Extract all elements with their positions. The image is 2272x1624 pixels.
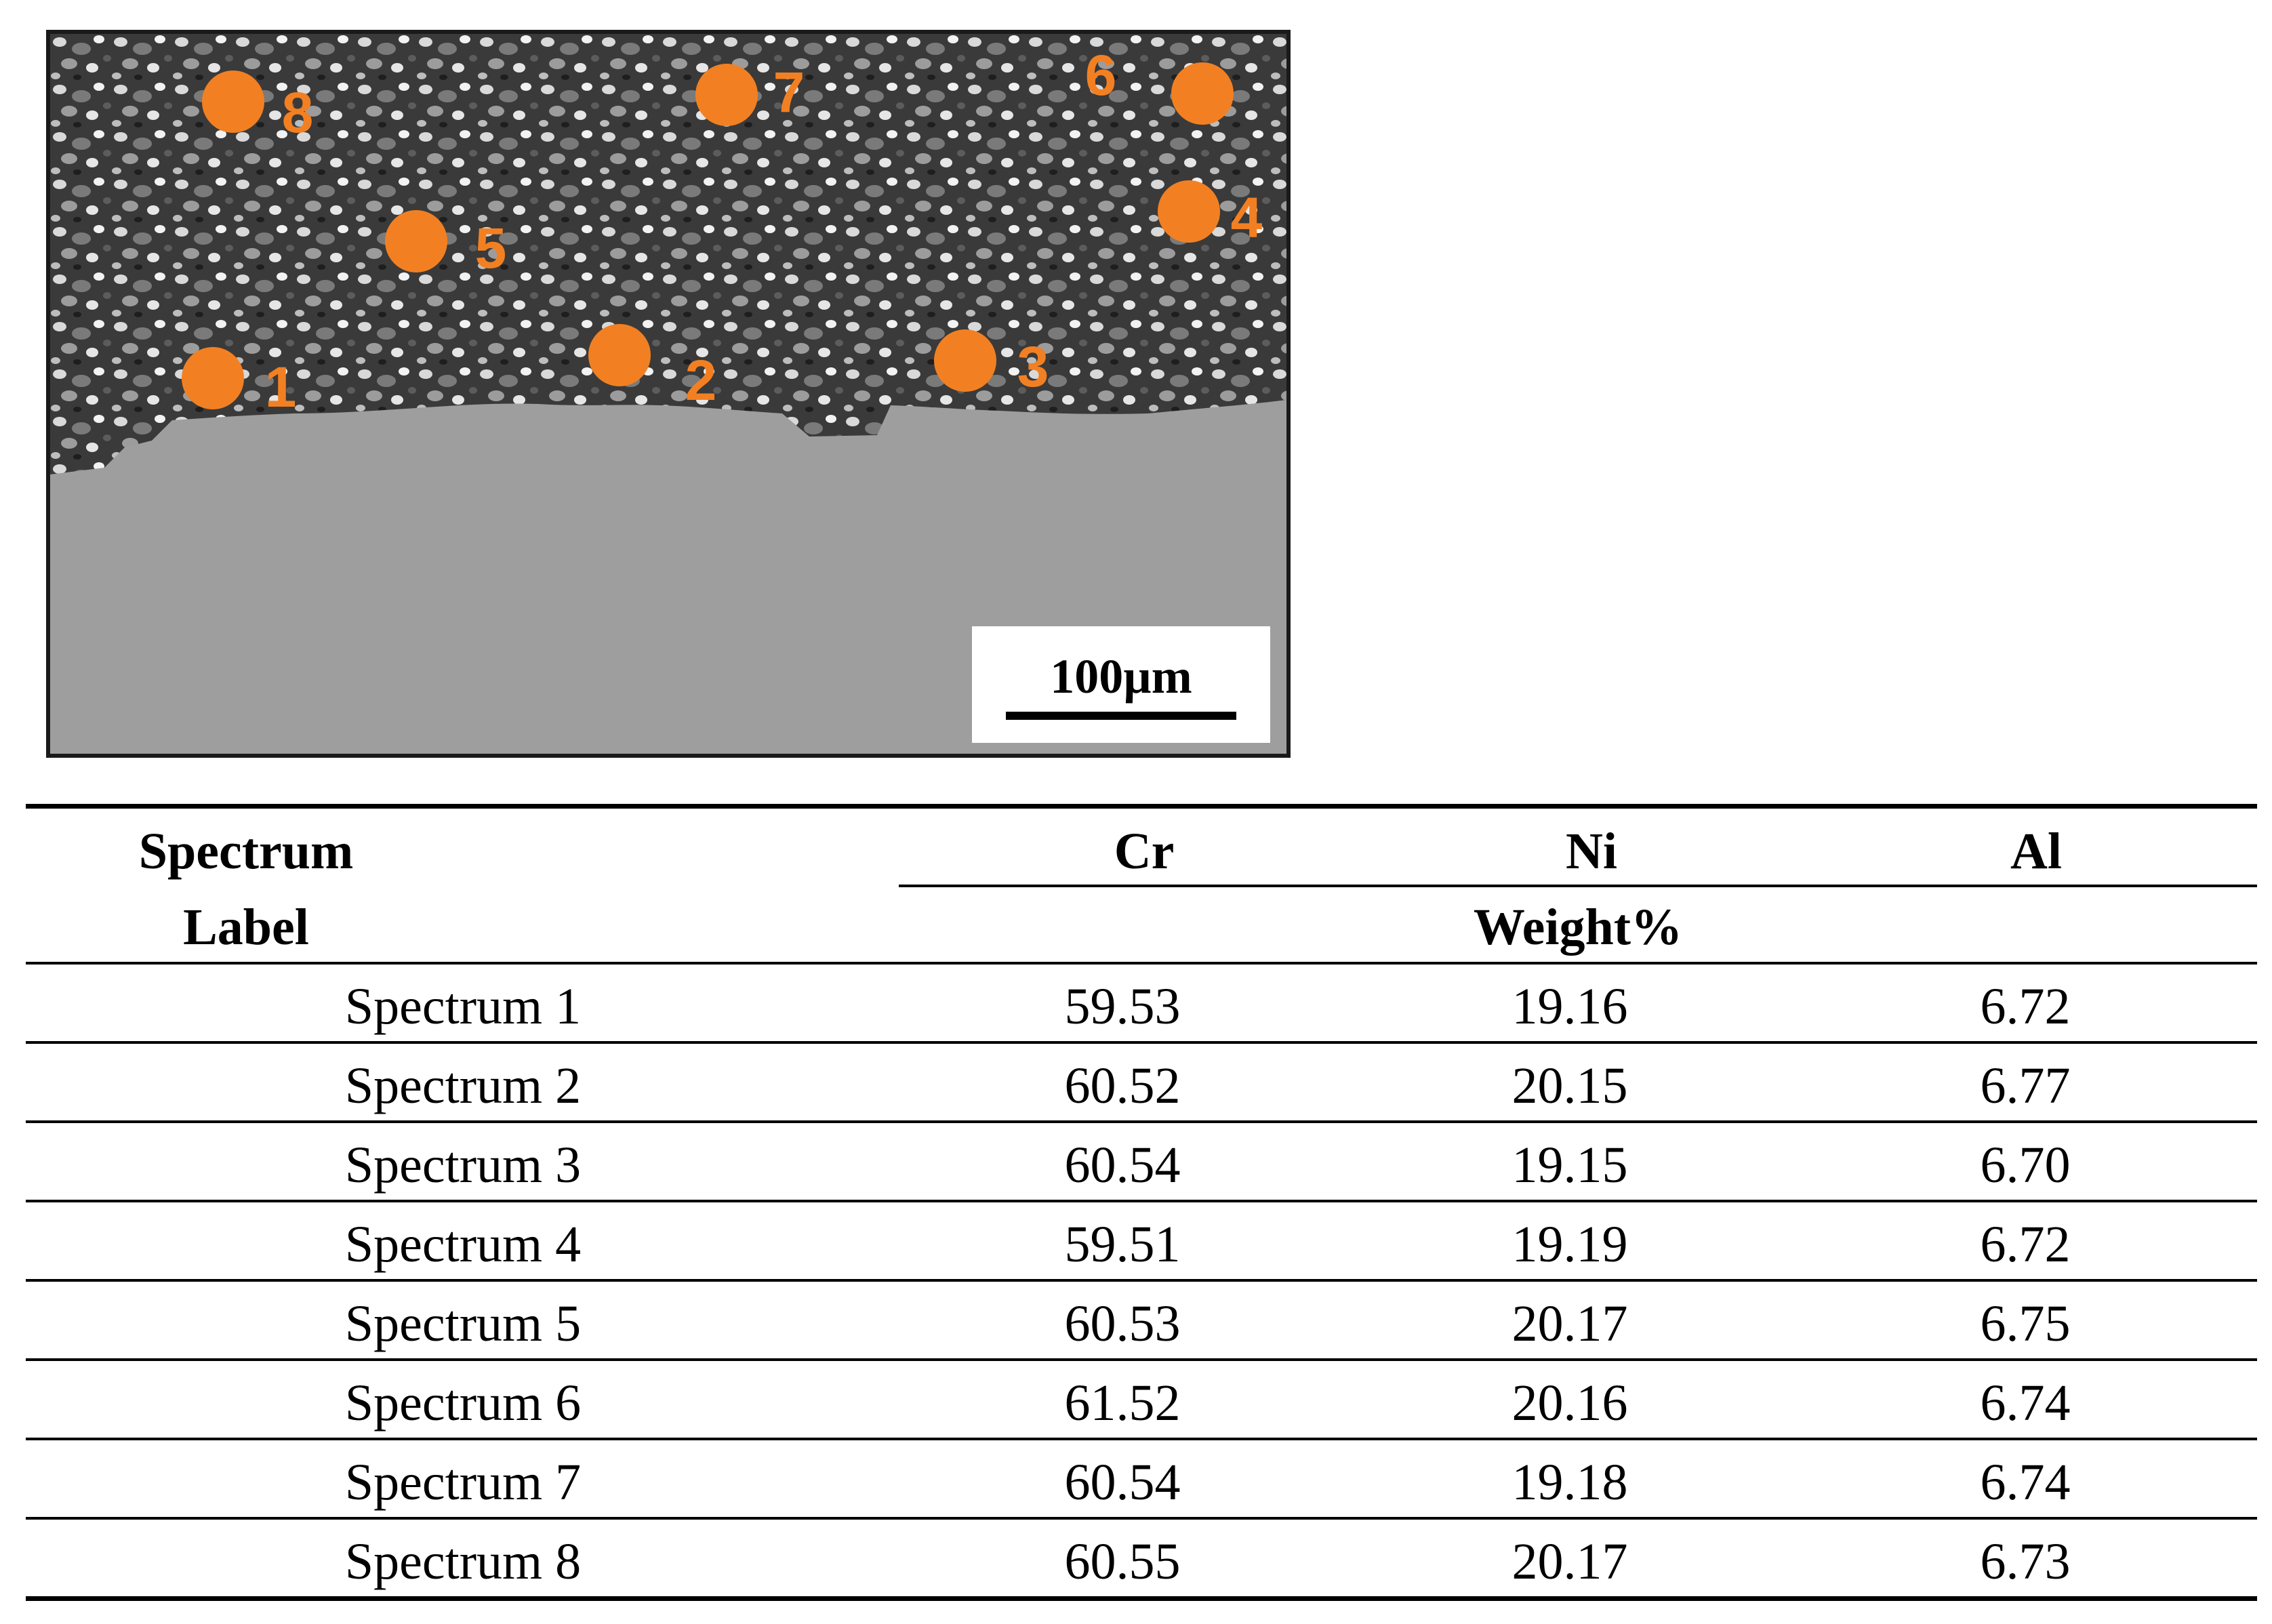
header-unit: Weight%: [1473, 899, 1683, 956]
spectrum-marker-dot: [385, 210, 447, 272]
spectrum-marker-label: 5: [475, 216, 507, 280]
spectrum-marker-dot: [202, 70, 264, 133]
spectrum-marker-dot: [182, 347, 244, 409]
cell-cr: 60.54: [1064, 1454, 1181, 1511]
micrograph-canvas: 100µm 1 2 3 4 5 6 7 8: [50, 34, 1286, 754]
cell-al: 6.74: [1980, 1454, 2071, 1511]
cell-ni: 20.17: [1512, 1533, 1628, 1590]
cell-ni: 19.15: [1512, 1137, 1628, 1194]
spectrum-marker-dot: [934, 329, 996, 392]
cell-al: 6.74: [1980, 1375, 2071, 1432]
sem-micrograph: 100µm 1 2 3 4 5 6 7 8: [46, 30, 1291, 758]
cell-al: 6.73: [1980, 1533, 2071, 1590]
cell-cr: 60.54: [1064, 1137, 1181, 1194]
cell-label: Spectrum 6: [344, 1375, 582, 1432]
header-subrule: [899, 885, 2257, 887]
row-rule: [26, 1041, 2257, 1044]
header-bottom-rule: [26, 962, 2257, 965]
cell-label: Spectrum 8: [344, 1533, 582, 1590]
spectrum-markers: 1 2 3 4 5 6 7 8: [182, 43, 1263, 419]
header-al: Al: [2010, 823, 2062, 880]
spectrum-marker-label: 6: [1085, 43, 1117, 107]
table-top-rule: [26, 804, 2257, 809]
cell-cr: 61.52: [1064, 1375, 1181, 1432]
cell-cr: 59.53: [1064, 978, 1181, 1035]
spectrum-marker-label: 1: [265, 355, 297, 419]
cell-ni: 20.16: [1512, 1375, 1628, 1432]
spectrum-marker-dot: [1171, 62, 1234, 125]
cell-ni: 20.15: [1512, 1057, 1628, 1114]
scale-bar: 100µm: [972, 626, 1270, 743]
row-rule: [26, 1358, 2257, 1361]
cell-label: Spectrum 1: [344, 978, 582, 1035]
row-rule: [26, 1438, 2257, 1440]
cell-al: 6.77: [1980, 1057, 2071, 1114]
cell-label: Spectrum 5: [344, 1295, 582, 1352]
scale-bar-label: 100µm: [1050, 649, 1192, 704]
row-rule: [26, 1120, 2257, 1123]
spectrum-marker-label: 2: [685, 348, 717, 412]
cell-ni: 19.19: [1512, 1216, 1628, 1273]
cell-label: Spectrum 4: [344, 1216, 582, 1273]
cell-cr: 59.51: [1064, 1216, 1181, 1273]
header-ni: Ni: [1566, 823, 1617, 880]
cell-label: Spectrum 2: [344, 1057, 582, 1114]
row-rule: [26, 1200, 2257, 1202]
cell-al: 6.70: [1980, 1137, 2071, 1194]
spectrum-marker-label: 4: [1231, 186, 1263, 249]
cell-al: 6.75: [1980, 1295, 2071, 1352]
cell-cr: 60.52: [1064, 1057, 1181, 1114]
header-spectrum-line2: Label: [183, 899, 309, 956]
spectrum-marker-dot: [588, 324, 651, 386]
cell-ni: 19.16: [1512, 978, 1628, 1035]
header-cr: Cr: [1114, 823, 1175, 880]
spectrum-marker-dot: [1158, 180, 1220, 243]
cell-cr: 60.55: [1064, 1533, 1181, 1590]
cell-label: Spectrum 3: [344, 1137, 582, 1194]
spectrum-marker-dot: [695, 64, 758, 126]
cell-ni: 20.17: [1512, 1295, 1628, 1352]
cell-label: Spectrum 7: [344, 1454, 582, 1511]
row-rule: [26, 1517, 2257, 1520]
spectrum-marker-label: 7: [773, 60, 805, 124]
cell-cr: 60.53: [1064, 1295, 1181, 1352]
cell-al: 6.72: [1980, 978, 2071, 1035]
cell-ni: 19.18: [1512, 1454, 1628, 1511]
spectrum-marker-label: 8: [282, 81, 314, 144]
header-spectrum-line1: Spectrum: [138, 823, 354, 880]
table-bottom-rule: [26, 1596, 2257, 1601]
spectrum-marker-label: 3: [1017, 335, 1049, 399]
row-rule: [26, 1279, 2257, 1282]
cell-al: 6.72: [1980, 1216, 2071, 1273]
